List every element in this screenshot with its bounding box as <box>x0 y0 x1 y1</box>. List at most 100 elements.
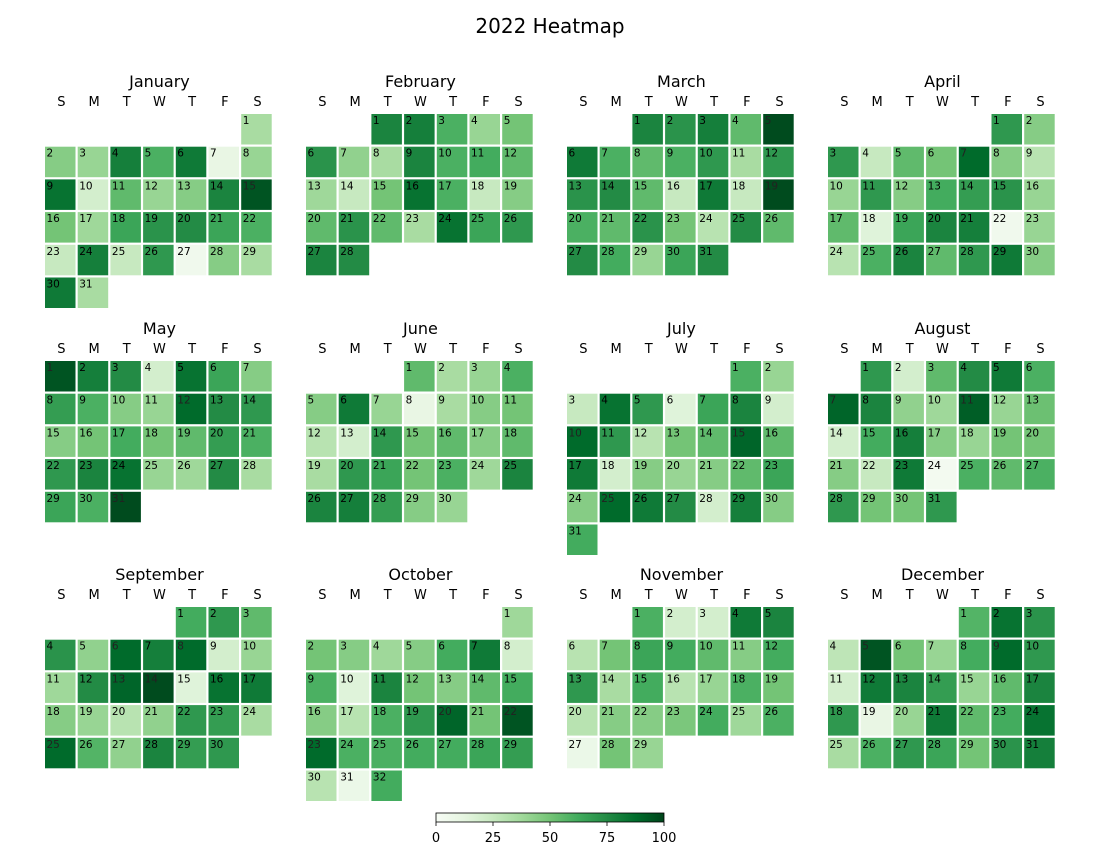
day-number: 2 <box>79 362 86 374</box>
day-cell <box>567 179 598 210</box>
day-cell <box>404 114 435 145</box>
weekday-label: S <box>840 95 848 110</box>
weekday-label: T <box>709 342 718 357</box>
day-cell <box>502 179 533 210</box>
day-cell <box>958 737 990 769</box>
day-number: 1 <box>177 608 184 620</box>
day-cell <box>306 705 337 736</box>
day-cell <box>567 737 598 769</box>
day-cell <box>241 672 272 703</box>
day-cell <box>502 639 533 671</box>
day-number: 19 <box>895 213 908 225</box>
day-number: 6 <box>1026 362 1033 374</box>
day-cell <box>241 361 272 392</box>
day-number: 28 <box>830 493 843 505</box>
day-number: 24 <box>79 246 93 258</box>
day-number: 19 <box>504 180 517 192</box>
day-cell <box>958 179 990 210</box>
day-number: 1 <box>634 608 641 620</box>
weekday-label: M <box>871 342 882 357</box>
day-number: 18 <box>862 213 875 225</box>
weekday-label: W <box>414 95 427 110</box>
day-cell <box>143 459 174 490</box>
day-number: 27 <box>895 739 908 751</box>
day-cell <box>697 393 729 425</box>
day-number: 15 <box>634 673 647 685</box>
day-number: 10 <box>928 395 941 407</box>
day-cell <box>893 393 924 425</box>
day-cell <box>632 114 663 145</box>
weekday-label: M <box>88 588 99 603</box>
day-cell <box>208 672 239 703</box>
day-cell <box>665 607 696 638</box>
day-number: 28 <box>601 246 614 258</box>
weekday-label: S <box>775 588 783 603</box>
day-cell <box>860 459 892 490</box>
day-number: 17 <box>569 460 582 472</box>
day-number: 23 <box>79 460 92 472</box>
weekday-label: T <box>122 588 131 603</box>
day-cell <box>730 426 761 457</box>
day-number: 23 <box>210 706 223 718</box>
day-cell <box>241 114 272 145</box>
day-number: 8 <box>243 148 250 160</box>
day-number: 20 <box>340 460 353 472</box>
day-cell <box>338 672 370 703</box>
day-number: 16 <box>47 213 61 225</box>
day-number: 25 <box>373 739 386 751</box>
day-number: 26 <box>79 739 93 751</box>
day-cell <box>469 212 500 243</box>
weekday-label: T <box>644 95 653 110</box>
weekday-label: T <box>970 95 979 110</box>
day-number: 10 <box>830 180 843 192</box>
day-number: 7 <box>471 641 478 653</box>
day-number: 8 <box>862 395 869 407</box>
day-cell <box>958 212 990 243</box>
day-number: 10 <box>569 427 582 439</box>
day-cell <box>502 459 533 490</box>
day-number: 17 <box>699 180 712 192</box>
day-cell <box>730 179 761 210</box>
day-cell <box>991 426 1022 457</box>
day-cell <box>893 146 924 178</box>
day-number: 23 <box>438 460 451 472</box>
day-cell <box>208 607 239 638</box>
day-cell <box>45 705 76 736</box>
day-cell <box>208 737 239 769</box>
day-number: 1 <box>243 115 250 127</box>
day-number: 30 <box>895 493 908 505</box>
day-cell <box>1024 459 1055 490</box>
colorbar: 0 25 50 75 100 <box>432 812 676 846</box>
day-cell <box>502 737 533 769</box>
day-number: 1 <box>993 115 1000 127</box>
day-cell <box>567 426 598 457</box>
day-number: 24 <box>699 706 713 718</box>
day-number: 5 <box>504 115 511 127</box>
day-cell <box>241 146 272 178</box>
day-number: 19 <box>862 706 875 718</box>
day-number: 16 <box>210 673 224 685</box>
month-title: June <box>402 319 438 338</box>
day-cell <box>697 146 729 178</box>
day-number: 8 <box>373 148 380 160</box>
day-number: 29 <box>47 493 60 505</box>
weekday-label: M <box>610 95 621 110</box>
day-cell <box>77 277 109 308</box>
day-number: 26 <box>765 213 779 225</box>
weekday-label: S <box>579 95 587 110</box>
day-number: 13 <box>112 673 125 685</box>
day-cell <box>306 146 337 178</box>
day-number: 22 <box>634 213 647 225</box>
day-number: 10 <box>79 180 92 192</box>
day-number: 29 <box>634 739 647 751</box>
day-number: 28 <box>243 460 256 472</box>
day-number: 29 <box>960 739 973 751</box>
day-cell <box>893 426 924 457</box>
day-number: 12 <box>504 148 517 160</box>
day-cell <box>241 426 272 457</box>
day-cell <box>175 212 207 243</box>
day-cell <box>469 393 500 425</box>
day-cell <box>828 244 859 276</box>
weekday-label: S <box>1036 588 1044 603</box>
